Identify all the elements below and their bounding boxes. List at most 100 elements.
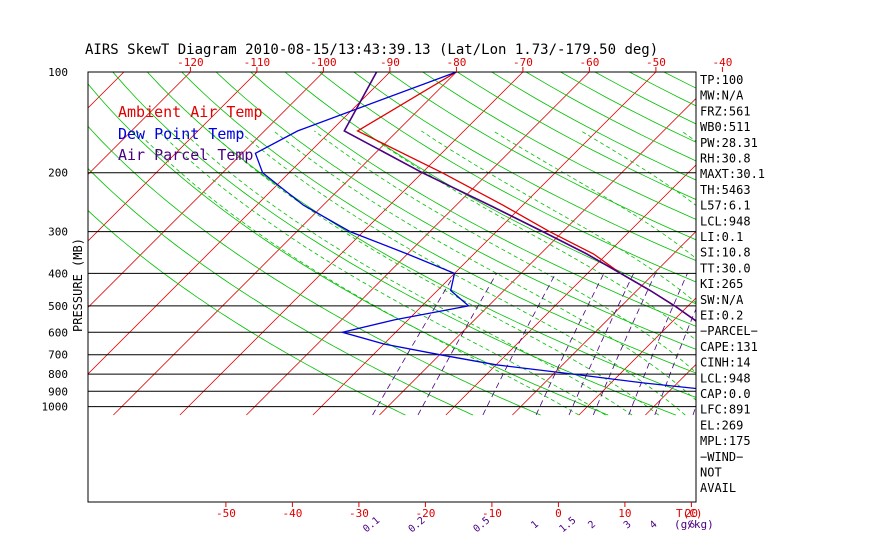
stat-item: L57:6.1 bbox=[700, 199, 751, 213]
dry-adiabat-line bbox=[88, 83, 609, 416]
stat-item: −PARCEL− bbox=[700, 324, 758, 338]
legend: Ambient Air Temp Dew Point Temp Air Parc… bbox=[118, 103, 263, 164]
dry-adiabat-line bbox=[802, 72, 870, 415]
mixing-ratio-line bbox=[786, 273, 828, 415]
moist-adiabat-line bbox=[208, 130, 659, 416]
pressure-tick-label: 900 bbox=[48, 385, 68, 398]
stat-item: CINH:14 bbox=[700, 356, 751, 370]
bottom-temp-tick-label: -10 bbox=[482, 507, 502, 520]
moist-adiabat-line bbox=[421, 130, 696, 304]
stat-item: PW:28.31 bbox=[700, 136, 758, 150]
stat-item: TH:5463 bbox=[700, 183, 751, 197]
bottom-temperature-axis: -50 -40 -30 -20 -10 0 10 20 bbox=[216, 502, 698, 520]
top-temp-tick-label: -90 bbox=[380, 56, 400, 69]
mixing-ratio-unit-label: (g/kg) bbox=[674, 518, 714, 531]
isotherm-line bbox=[379, 97, 696, 416]
mixing-ratio-tick-label: 6 bbox=[686, 519, 698, 531]
moist-adiabat-line bbox=[158, 130, 606, 416]
isotherm-line bbox=[88, 72, 125, 109]
bottom-temp-tick-label: 20 bbox=[685, 507, 698, 520]
moist-adiabat-line bbox=[776, 131, 870, 415]
dry-adiabat-line bbox=[353, 72, 696, 262]
stat-item: FRZ:561 bbox=[700, 104, 751, 118]
isotherm-line bbox=[512, 230, 696, 416]
chart-title: AIRS SkewT Diagram 2010-08-15/13:43:39.1… bbox=[85, 42, 658, 58]
pressure-tick-label: 700 bbox=[48, 349, 68, 362]
stat-item: AVAIL bbox=[700, 481, 736, 495]
mixing-ratio-line bbox=[816, 273, 855, 415]
legend-ambient-air-temp: Ambient Air Temp bbox=[118, 103, 263, 121]
isotherm-line bbox=[88, 72, 258, 242]
dry-adiabat-line bbox=[181, 72, 696, 374]
top-temp-tick-label: -100 bbox=[310, 56, 337, 69]
mixing-ratio-line bbox=[592, 273, 656, 416]
dry-adiabat-line bbox=[215, 72, 696, 350]
mixing-ratio-tick-label: 3 bbox=[622, 519, 634, 531]
dry-adiabat-line bbox=[767, 72, 870, 415]
dry-adiabat-line bbox=[284, 72, 696, 305]
series-line-ambient-air-temp bbox=[356, 72, 696, 323]
moist-adiabat-line bbox=[181, 130, 633, 416]
bottom-temp-tick-label: -50 bbox=[216, 507, 236, 520]
stat-item: CAP:0.0 bbox=[700, 387, 751, 401]
stat-item: RH:30.8 bbox=[700, 152, 751, 166]
isotherm-line bbox=[845, 72, 870, 415]
stat-item: TT:30.0 bbox=[700, 261, 751, 275]
stat-item: TP:100 bbox=[700, 73, 743, 87]
stat-item: LCL:948 bbox=[700, 371, 751, 385]
dry-adiabat-line bbox=[319, 72, 696, 283]
dry-adiabat-line bbox=[491, 72, 696, 181]
mixing-ratio-lines bbox=[372, 273, 855, 416]
stat-item: −WIND− bbox=[700, 450, 743, 464]
pressure-tick-label: 800 bbox=[48, 368, 68, 381]
top-temperature-axis: -120 -110 -100 -90 -80 -70 -60 -50 -40 bbox=[177, 56, 732, 72]
isotherm-line bbox=[445, 164, 696, 416]
dry-adiabat-line bbox=[112, 72, 677, 416]
stat-item: SW:N/A bbox=[700, 293, 744, 307]
top-temp-tick-label: -60 bbox=[579, 56, 599, 69]
isotherm-line bbox=[179, 72, 524, 416]
mixing-ratio-line bbox=[535, 273, 605, 416]
dry-adiabat-line bbox=[525, 72, 696, 162]
mixing-ratio-line bbox=[372, 273, 456, 416]
top-temp-tick-label: -110 bbox=[244, 56, 271, 69]
plot-frame bbox=[87, 71, 697, 503]
dry-adiabat-line bbox=[250, 72, 696, 327]
pressure-tick-label: 1000 bbox=[42, 401, 69, 414]
series-line-dew-point-temp bbox=[254, 72, 696, 390]
stat-item: EI:0.2 bbox=[700, 309, 743, 323]
dry-adiabat-line bbox=[836, 72, 870, 415]
stat-item: EL:269 bbox=[700, 418, 743, 432]
stat-item: LCL:948 bbox=[700, 214, 751, 228]
isotherm-line bbox=[578, 297, 696, 416]
mixing-ratio-line bbox=[762, 273, 807, 415]
isotherm-line bbox=[312, 72, 657, 416]
isotherm-line bbox=[88, 72, 324, 308]
stat-item: CAPE:131 bbox=[700, 340, 758, 354]
isotherm-line bbox=[0, 72, 57, 415]
isotherm-line bbox=[778, 72, 870, 415]
pressure-tick-label: 500 bbox=[48, 300, 68, 313]
bottom-temp-tick-label: -20 bbox=[415, 507, 435, 520]
dry-adiabat-line bbox=[147, 72, 696, 398]
stat-item: WB0:511 bbox=[700, 120, 751, 134]
top-temp-tick-label: -120 bbox=[177, 56, 204, 69]
moist-adiabats bbox=[136, 130, 870, 416]
dry-adiabat-line bbox=[88, 209, 406, 416]
top-temp-tick-label: -50 bbox=[646, 56, 666, 69]
dry-adiabat-line bbox=[457, 72, 696, 200]
stat-item: LFC:891 bbox=[700, 403, 751, 417]
stat-item: SI:10.8 bbox=[700, 246, 751, 260]
legend-dew-point-temp: Dew Point Temp bbox=[118, 125, 244, 143]
mixing-ratio-line bbox=[482, 273, 556, 416]
bottom-temp-tick-label: -40 bbox=[282, 507, 302, 520]
mixing-ratio-line bbox=[417, 273, 497, 416]
moist-adiabat-line bbox=[362, 130, 696, 341]
stat-item: KI:265 bbox=[700, 277, 743, 291]
pressure-tick-label: 600 bbox=[48, 326, 68, 339]
stat-item: NOT bbox=[700, 466, 722, 480]
pressure-tick-label: 300 bbox=[48, 226, 68, 239]
isotherm-line bbox=[246, 72, 590, 416]
dry-adiabat-line bbox=[733, 72, 870, 415]
pressure-tick-label: 100 bbox=[48, 66, 68, 79]
